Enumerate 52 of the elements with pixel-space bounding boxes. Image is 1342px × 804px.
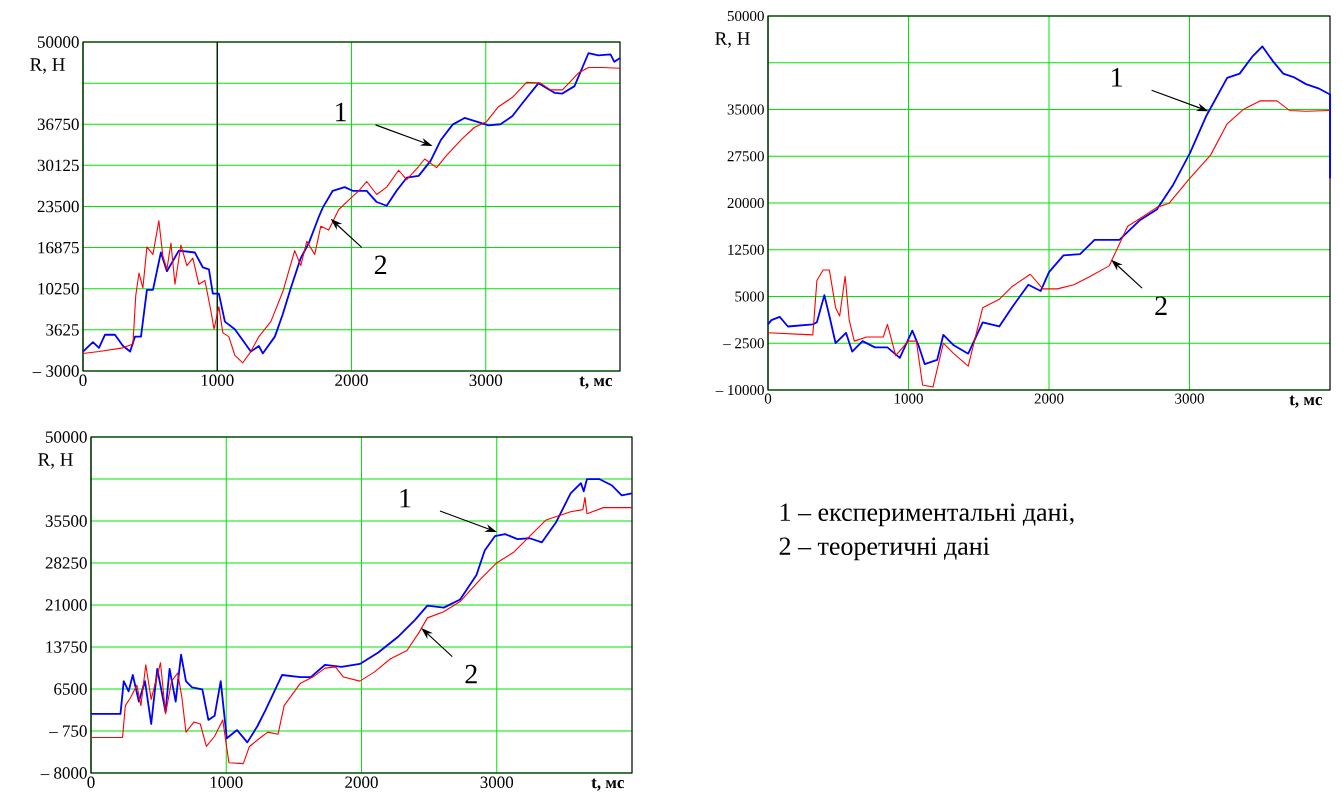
y-tick-label: – 2500 (723, 338, 764, 349)
x-tick-label: 1000 (210, 776, 243, 789)
y-tick-label: 28250 (45, 557, 87, 569)
y-tick-label: 3625 (46, 324, 79, 336)
x-tick-label: 0 (764, 393, 772, 404)
text: 2 – теоретичні дані (779, 537, 990, 561)
annotation: 2 (1155, 296, 1167, 315)
y-tick-label: 12500 (728, 244, 764, 255)
annotation: 1 (400, 488, 411, 508)
y-tick-label: 50000 (727, 10, 764, 22)
x-tick-label: 2000 (1034, 393, 1064, 404)
y-tick-label: 30125 (37, 159, 79, 172)
y-tick-label: 21000 (45, 599, 87, 611)
y-tick-label: – 10000 (715, 384, 764, 396)
x-tick-label: 3000 (1175, 393, 1204, 404)
y-tick-label: 16875 (38, 241, 79, 254)
y-tick-label: 20000 (727, 197, 764, 209)
x-tick-label: 3000 (469, 374, 503, 387)
y-axis-title: R, Н (30, 58, 65, 74)
y-tick-label: 35500 (45, 515, 87, 527)
line-series (767, 100, 1331, 388)
y-tick-label: 23500 (37, 200, 79, 213)
line-series (767, 45, 1331, 365)
y-axis-title: R, Н (38, 453, 73, 469)
y-axis-title: R, Н (715, 32, 750, 48)
y-tick-label: 35000 (727, 104, 764, 115)
y-tick-label: 36750 (37, 118, 79, 130)
y-tick-label: 5000 (735, 291, 764, 302)
y-tick-label: – 3000 (32, 365, 79, 377)
annotation: 1 (336, 102, 346, 122)
x-tick-label: 0 (79, 374, 87, 387)
y-tick-label: 27500 (727, 151, 764, 162)
text: 1 – експериментальні дані, (780, 503, 1074, 527)
x-tick-label: 0 (87, 776, 95, 789)
annotation: 1 (1112, 68, 1122, 87)
y-tick-label: 50000 (37, 36, 79, 48)
y-tick-label: – 8000 (40, 767, 87, 779)
y-tick-label: 50000 (45, 431, 87, 443)
annotation: 2 (465, 664, 477, 684)
y-tick-label: 6500 (54, 683, 87, 695)
x-tick-label: 2000 (345, 776, 378, 789)
x-tick-label: 1000 (201, 374, 234, 387)
x-axis-title: t, мс (591, 778, 625, 791)
y-tick-label: 13750 (46, 641, 87, 653)
x-tick-label: 1000 (894, 393, 923, 404)
annotation: 2 (374, 255, 387, 275)
x-axis-title: t, мс (579, 376, 613, 389)
x-axis-title: t, мс (1289, 395, 1323, 408)
x-tick-label: 3000 (480, 776, 514, 789)
y-tick-label: – 750 (49, 725, 87, 737)
x-tick-label: 2000 (335, 374, 368, 387)
y-tick-label: 10250 (38, 283, 79, 295)
